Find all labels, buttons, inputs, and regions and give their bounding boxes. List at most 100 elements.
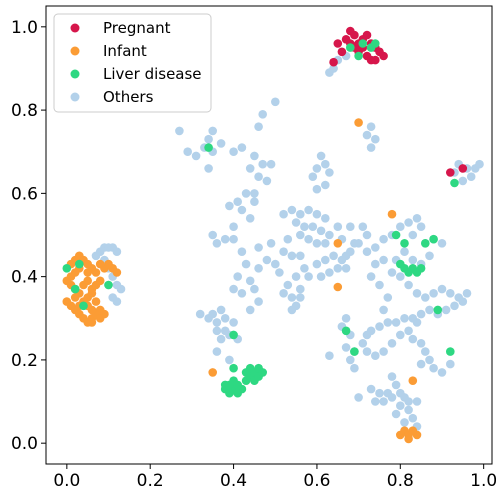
x-tick-label: 0.8 xyxy=(387,471,414,487)
point-3-42 xyxy=(346,43,355,52)
point-0-35 xyxy=(312,184,322,194)
y-tick-label: 0.4 xyxy=(11,268,38,288)
point-2-46 xyxy=(387,209,397,219)
point-1-21 xyxy=(458,164,468,173)
point-0-143 xyxy=(450,301,459,311)
point-0-106 xyxy=(283,280,293,290)
point-0-53 xyxy=(229,234,238,244)
point-3-24 xyxy=(391,230,401,240)
point-0-164 xyxy=(416,339,426,348)
point-0-31 xyxy=(312,164,322,173)
point-0-9 xyxy=(229,147,238,156)
point-0-204 xyxy=(112,247,122,256)
legend-marker xyxy=(70,92,80,102)
point-0-97 xyxy=(333,264,343,273)
point-3-25 xyxy=(400,239,409,248)
point-0-182 xyxy=(366,272,376,281)
point-0-192 xyxy=(212,326,222,336)
legend: Pregnant Infant Liver disease Others xyxy=(53,13,212,113)
point-3-21 xyxy=(229,330,238,340)
point-0-170 xyxy=(446,359,455,369)
point-0-88 xyxy=(300,264,309,273)
point-0-214 xyxy=(391,380,401,390)
point-2-45 xyxy=(354,118,363,127)
point-0-13 xyxy=(258,159,268,169)
point-0-4 xyxy=(208,126,217,136)
point-1-0 xyxy=(329,57,338,67)
point-0-0 xyxy=(204,134,213,144)
point-2-44 xyxy=(87,318,97,327)
point-3-22 xyxy=(341,326,351,336)
point-0-126 xyxy=(437,239,447,248)
point-0-228 xyxy=(354,393,363,402)
point-0-49 xyxy=(229,222,238,231)
point-0-187 xyxy=(212,318,222,327)
point-0-109 xyxy=(296,293,305,302)
point-0-168 xyxy=(429,363,438,373)
legend-marker xyxy=(70,23,80,33)
point-0-230 xyxy=(371,397,380,406)
point-0-47 xyxy=(237,205,247,215)
point-0-82 xyxy=(333,222,343,231)
point-1-1 xyxy=(337,47,347,57)
point-0-14 xyxy=(254,172,263,181)
point-0-16 xyxy=(266,159,276,169)
point-0-172 xyxy=(346,355,355,365)
point-0-122 xyxy=(416,222,426,231)
x-tick-label: 0.2 xyxy=(137,471,164,487)
point-0-119 xyxy=(396,222,405,231)
x-tick-label: 0.4 xyxy=(220,471,247,487)
ticks-layer: 0.0 0.2 0.4 0.6 0.8 1.0 0.0 0.2 0.4 0.6 0.8 1.0 xyxy=(11,18,496,487)
point-0-6 xyxy=(183,147,192,156)
point-0-57 xyxy=(229,284,238,294)
point-0-123 xyxy=(408,230,418,240)
point-0-212 xyxy=(112,297,122,306)
point-0-136 xyxy=(421,293,430,302)
point-0-27 xyxy=(371,134,380,144)
point-0-29 xyxy=(316,151,326,161)
point-0-70 xyxy=(304,205,313,215)
point-0-138 xyxy=(437,284,447,294)
point-3-8 xyxy=(233,388,242,398)
y-tick-label: 0.2 xyxy=(11,351,38,371)
point-0-219 xyxy=(404,405,413,415)
point-0-184 xyxy=(379,255,388,265)
point-0-72 xyxy=(321,214,330,223)
point-2-23 xyxy=(112,268,122,277)
point-0-79 xyxy=(312,239,322,248)
point-1-4 xyxy=(350,30,359,40)
point-0-93 xyxy=(329,251,338,261)
point-0-188 xyxy=(208,309,217,319)
point-0-76 xyxy=(316,226,326,236)
point-0-77 xyxy=(296,230,305,240)
x-tick-label: 0.0 xyxy=(53,471,80,487)
point-0-157 xyxy=(371,351,380,361)
point-2-54 xyxy=(396,430,405,440)
point-0-197 xyxy=(212,347,222,356)
point-0-87 xyxy=(296,251,305,261)
point-0-127 xyxy=(425,251,434,261)
point-0-120 xyxy=(404,218,413,227)
point-0-129 xyxy=(408,255,418,265)
point-0-103 xyxy=(271,259,280,269)
point-0-224 xyxy=(391,409,401,419)
point-0-191 xyxy=(229,318,238,327)
point-0-166 xyxy=(425,355,434,365)
point-0-177 xyxy=(341,314,351,323)
point-0-209 xyxy=(116,284,126,294)
point-3-33 xyxy=(429,234,438,244)
point-0-117 xyxy=(379,234,388,244)
point-3-39 xyxy=(79,301,88,311)
point-0-217 xyxy=(404,397,413,406)
point-0-28 xyxy=(366,143,376,152)
point-0-181 xyxy=(375,280,384,290)
point-0-78 xyxy=(304,234,313,244)
point-0-156 xyxy=(362,347,372,356)
point-0-58 xyxy=(237,289,247,298)
point-0-183 xyxy=(371,259,380,269)
point-0-91 xyxy=(312,259,322,269)
point-0-55 xyxy=(241,259,251,269)
point-0-174 xyxy=(341,343,351,352)
point-0-11 xyxy=(250,151,259,161)
